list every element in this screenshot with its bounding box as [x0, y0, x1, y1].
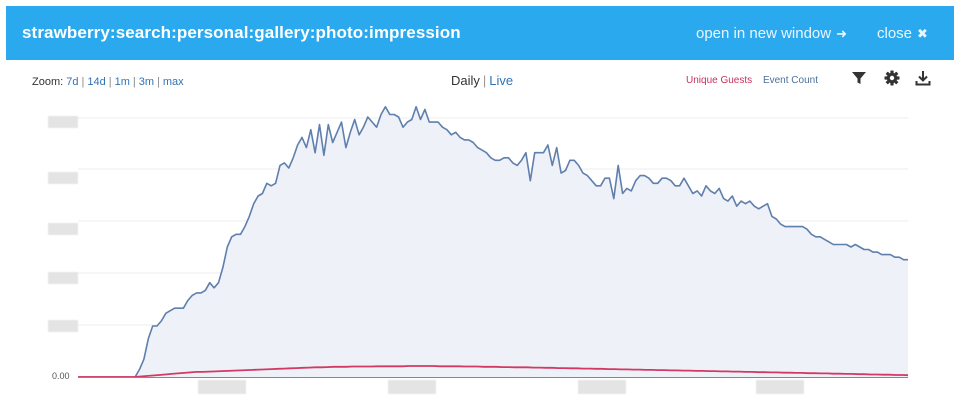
y-tick-label-obscured [48, 320, 78, 332]
close-label: close [877, 25, 913, 42]
zoom-selector: Zoom: 7d | 14d | 1m | 3m | max [32, 76, 184, 88]
zoom-label: Zoom: [32, 76, 64, 88]
download-icon[interactable] [915, 70, 931, 91]
x-tick-label-obscured [578, 380, 626, 394]
gear-icon[interactable] [884, 70, 900, 91]
zoom-3m[interactable]: 3m [138, 76, 154, 88]
legend-event-count[interactable]: Event Count [762, 75, 818, 86]
x-tick-label-obscured [388, 380, 436, 394]
event-count-area [78, 106, 908, 378]
zoom-max[interactable]: max [162, 76, 184, 88]
x-tick-label-obscured [756, 380, 804, 394]
view-daily[interactable]: Daily [451, 73, 480, 88]
zoom-7d[interactable]: 7d [66, 76, 79, 88]
view-toggle: Daily | Live [451, 73, 513, 88]
zoom-separator: | [132, 76, 136, 88]
view-live[interactable]: Live [489, 73, 514, 88]
open-in-new-window-button[interactable]: open in new window ➜ [696, 25, 847, 42]
open-in-new-window-label: open in new window [696, 25, 832, 42]
x-tick-label-obscured [198, 380, 246, 394]
zoom-14d[interactable]: 14d [87, 76, 106, 88]
chart-toolbar: Zoom: 7d | 14d | 1m | 3m | max Daily | Live Unique… [0, 60, 960, 100]
zoom-separator: | [157, 76, 160, 88]
y-tick-label-obscured [48, 272, 78, 284]
filter-icon[interactable] [851, 70, 867, 91]
chart-legend: Unique Guests Event Count [686, 75, 818, 86]
close-x-icon: ✖ [917, 26, 928, 41]
header-bar: strawberry:search:personal:gallery:photo… [6, 6, 954, 60]
y-tick-label-obscured [48, 223, 78, 235]
unique-guests-line [78, 365, 909, 378]
legend-unique-guests[interactable]: Unique Guests [686, 75, 753, 86]
y-tick-label-obscured [48, 172, 78, 184]
y-tick-label-zero: 0.00 [52, 371, 70, 381]
zoom-separator: | [108, 76, 112, 88]
arrow-right-icon: ➜ [836, 26, 847, 41]
zoom-1m[interactable]: 1m [114, 76, 130, 88]
zoom-separator: | [81, 76, 85, 88]
view-separator: | [482, 73, 487, 88]
close-button[interactable]: close ✖ [877, 25, 928, 42]
y-tick-label-obscured [48, 116, 78, 128]
page-title: strawberry:search:personal:gallery:photo… [22, 23, 461, 42]
event-count-line [78, 106, 908, 378]
